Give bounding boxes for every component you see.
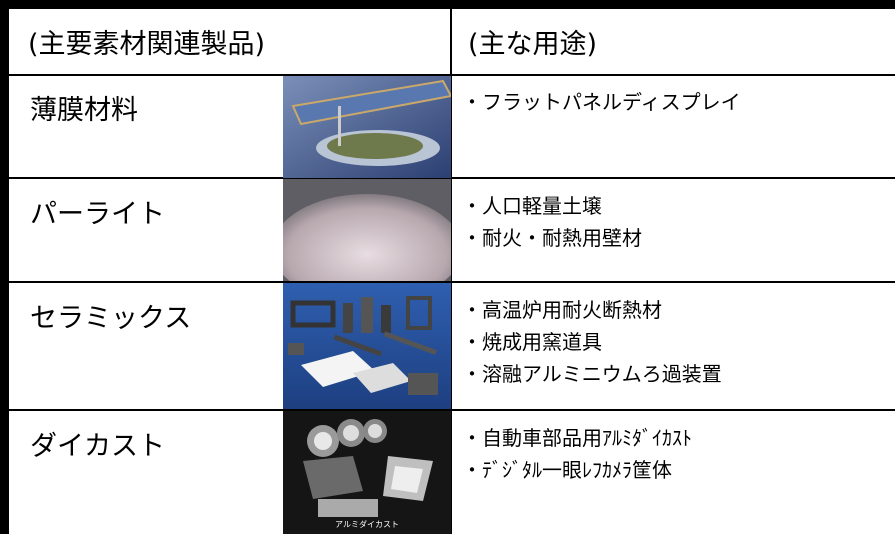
row-divider	[0, 281, 895, 283]
use-item: ・焼成用窯道具	[462, 330, 602, 354]
product-label: 薄膜材料	[30, 95, 138, 126]
uses-cell: ・自動車部品用ｱﾙﾐﾀﾞｲｶｽﾄ ・ﾃﾞｼﾞﾀﾙ一眼ﾚﾌｶﾒﾗ筐体	[462, 422, 692, 486]
product-image: アルミダイカスト	[283, 411, 451, 534]
row-divider	[0, 74, 895, 76]
use-item: ・フラットパネルディスプレイ	[462, 90, 741, 114]
use-item: ・自動車部品用ｱﾙﾐﾀﾞｲｶｽﾄ	[462, 426, 692, 450]
product-image	[283, 179, 451, 281]
product-label: パーライト	[30, 199, 165, 230]
product-image	[283, 283, 451, 409]
row-divider	[0, 177, 895, 179]
left-border	[0, 0, 9, 534]
product-image	[283, 76, 451, 178]
product-label: セラミックス	[30, 303, 192, 334]
uses-cell: ・フラットパネルディスプレイ	[462, 86, 741, 118]
image-caption: アルミダイカスト	[335, 519, 399, 529]
use-item: ・人口軽量土壌	[462, 194, 602, 218]
use-item: ・溶融アルミニウムろ過装置	[462, 362, 722, 386]
header-cell: (主要素材関連製品)	[28, 29, 266, 60]
product-label: ダイカスト	[30, 431, 165, 462]
column-divider	[450, 0, 452, 534]
use-item: ・ﾃﾞｼﾞﾀﾙ一眼ﾚﾌｶﾒﾗ筐体	[462, 458, 672, 482]
uses-cell: ・人口軽量土壌 ・耐火・耐熱用壁材	[462, 190, 642, 254]
top-border	[0, 0, 895, 9]
header-cell: (主な用途)	[468, 29, 598, 60]
use-item: ・耐火・耐熱用壁材	[462, 226, 642, 250]
uses-cell: ・高温炉用耐火断熱材 ・焼成用窯道具 ・溶融アルミニウムろ過装置	[462, 294, 722, 390]
use-item: ・高温炉用耐火断熱材	[462, 298, 662, 322]
row-divider	[0, 409, 895, 411]
